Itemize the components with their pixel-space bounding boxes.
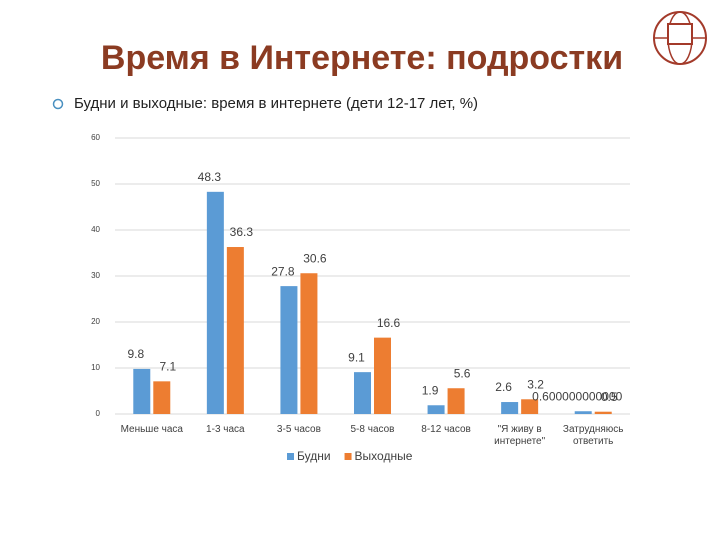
data-label: 3.2 [527,377,544,391]
bullet [52,98,64,110]
bar [354,372,371,414]
data-label: 9.8 [127,347,144,361]
bar [501,402,519,414]
y-tick-label: 60 [91,133,100,142]
data-label: 0.5 [601,390,618,404]
y-tick-label: 50 [91,179,100,188]
data-label: 7.1 [159,360,176,374]
legend-label: Будни [297,449,331,463]
x-tick-label: Затрудняюсь ответить [562,424,624,447]
logo [653,11,707,65]
bar [374,337,391,414]
y-tick-label: 30 [91,271,100,280]
bar [447,388,465,414]
bar [280,286,298,414]
x-tick-label: 5-8 часов [350,424,395,435]
chart-subtitle: Будни и выходные: время в интернете (дет… [74,95,478,112]
y-tick-label: 20 [91,317,100,326]
bar [594,411,612,414]
data-label: 48.3 [198,170,222,184]
data-label: 16.6 [377,316,401,330]
legend-label: Выходные [355,449,413,463]
data-label: 0.600000000000 [532,389,622,403]
legend-swatch [344,453,352,460]
x-tick-label: "Я живу в интернете" [494,424,546,447]
bar [300,273,318,414]
x-tick-label: Меньше часа [120,424,183,435]
bar [427,405,445,414]
data-label: 2.6 [495,380,512,394]
bar [206,191,224,414]
bar [133,368,151,414]
y-tick-label: 40 [91,225,100,234]
bar [521,399,539,414]
data-label: 1.9 [422,383,439,397]
x-tick-label: 1-3 часа [206,424,245,435]
y-tick-label: 0 [96,409,101,418]
data-label: 30.6 [303,251,327,265]
legend-swatch [287,453,294,460]
x-tick-label: 8-12 часов [421,424,471,435]
x-tick-label: 3-5 часов [276,424,321,435]
data-label: 36.3 [230,225,254,239]
y-tick-label: 10 [91,363,100,372]
bar [226,247,244,414]
data-label: 9.1 [348,350,365,364]
chart-title: Время в Интернете: подростки [101,39,623,77]
bar [574,411,592,414]
data-label: 27.8 [271,264,295,278]
bar [153,381,171,414]
data-label: 5.6 [454,366,471,380]
